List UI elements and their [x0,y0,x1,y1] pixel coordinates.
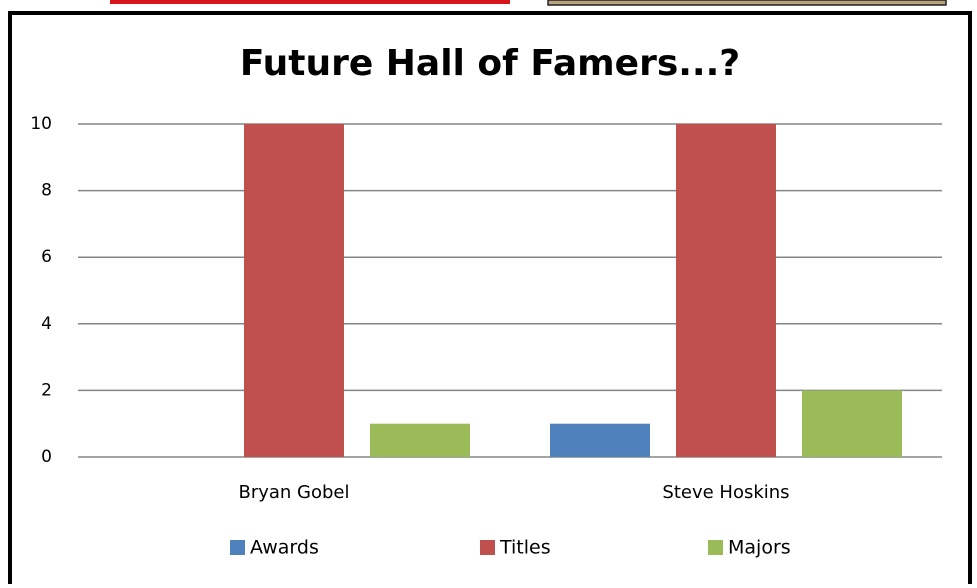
legend-label: Titles [499,537,551,559]
chart-title: Future Hall of Famers...? [240,43,740,84]
legend-swatch [708,540,723,555]
legend-swatch [480,540,495,555]
y-tick-label: 8 [41,181,52,201]
y-tick-label: 4 [41,314,52,334]
decoration [110,0,510,4]
y-tick-label: 0 [41,447,52,467]
legend-label: Awards [250,537,319,559]
bar [802,390,902,457]
x-tick-label: Steve Hoskins [662,482,789,503]
y-tick-label: 10 [30,114,52,134]
x-tick-label: Bryan Gobel [238,482,349,503]
chart-frame [8,11,972,588]
legend-swatch [230,540,245,555]
legend-label: Majors [728,537,791,559]
bar [550,423,650,457]
decoration [547,0,947,6]
bar [370,423,470,457]
bar [676,124,776,457]
bar [244,124,344,457]
y-tick-label: 2 [41,380,52,400]
y-tick-label: 6 [41,247,52,267]
